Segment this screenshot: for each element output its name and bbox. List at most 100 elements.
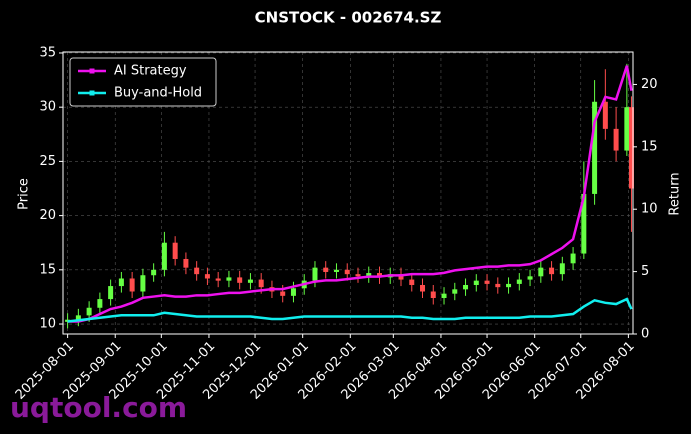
candle-body <box>441 293 447 299</box>
candle-body <box>226 277 232 281</box>
candle <box>151 263 157 282</box>
y-tick-label: 35 <box>39 45 56 60</box>
candle <box>549 261 555 281</box>
candle <box>194 261 200 281</box>
candle-body <box>237 277 243 283</box>
candle-body <box>344 269 350 275</box>
candle <box>140 268 146 299</box>
y2-tick-label: 10 <box>641 202 658 217</box>
legend-box <box>69 57 217 107</box>
candle <box>602 69 608 140</box>
candle-body <box>86 307 92 316</box>
y-tick-label: 20 <box>39 208 56 223</box>
candle <box>527 269 533 287</box>
candle <box>323 261 329 279</box>
candle <box>75 308 81 327</box>
plot-area <box>63 52 634 334</box>
candle-body <box>628 107 634 189</box>
candle <box>290 281 296 303</box>
series-line <box>67 65 633 323</box>
candle-body <box>151 269 157 276</box>
y2-tick-label: 15 <box>641 139 658 154</box>
candle <box>613 107 619 162</box>
candle <box>333 263 339 279</box>
candle <box>570 247 576 270</box>
candle <box>366 266 372 283</box>
candle-body <box>538 267 544 277</box>
candle <box>118 271 124 293</box>
candle-body <box>409 279 415 285</box>
candle <box>559 256 565 281</box>
candle-body <box>495 283 501 288</box>
candle <box>628 96 634 232</box>
y-tick-label: 15 <box>39 262 56 277</box>
series-line <box>67 297 633 323</box>
candle-body <box>624 107 630 151</box>
candle <box>398 267 404 287</box>
legend-label: AI Strategy <box>114 64 187 79</box>
candle-body <box>333 269 339 272</box>
candle-body <box>140 275 146 292</box>
candle-body <box>215 278 221 281</box>
candle <box>473 274 479 292</box>
candle-body <box>559 263 565 275</box>
y-tick-label: 30 <box>39 100 56 115</box>
candle <box>592 80 598 205</box>
candle <box>204 267 210 285</box>
candle-body <box>194 267 200 275</box>
candle <box>97 292 103 315</box>
candle <box>183 252 189 275</box>
y-tick-label: 25 <box>39 154 56 169</box>
legend-label: Buy-and-Hold <box>114 86 202 101</box>
y2-tick-label: 0 <box>641 327 649 342</box>
candle-body <box>484 280 490 284</box>
candle <box>172 236 178 266</box>
candle-body <box>75 315 81 320</box>
legend-marker <box>89 68 95 74</box>
candle <box>581 161 587 259</box>
candle-body <box>376 273 382 278</box>
candle <box>430 284 436 305</box>
candle-body <box>97 299 103 308</box>
candle <box>376 266 382 284</box>
candle <box>516 273 522 291</box>
plot-frame <box>62 51 634 335</box>
candle-body <box>172 242 178 259</box>
y2-tick-label: 5 <box>641 264 649 279</box>
candle <box>506 277 512 294</box>
candle-body <box>323 267 329 272</box>
candle-body <box>118 278 124 287</box>
candle <box>247 273 253 290</box>
candle <box>129 271 135 299</box>
candle <box>452 282 458 301</box>
candle <box>484 274 490 291</box>
candle-body <box>581 193 587 254</box>
y-tick-label: 10 <box>39 317 56 332</box>
candle-body <box>430 291 436 299</box>
candle <box>538 261 544 283</box>
candle-body <box>366 273 372 277</box>
candle <box>355 267 361 283</box>
y-axis-label: Price <box>17 178 32 210</box>
candle-body <box>290 288 296 296</box>
candle-body <box>108 286 114 300</box>
candle-body <box>516 279 522 284</box>
candle <box>161 231 167 277</box>
candle <box>226 270 232 288</box>
candle-body <box>280 291 286 296</box>
candle-body <box>312 267 318 281</box>
candle <box>108 279 114 306</box>
legend-marker <box>89 90 95 96</box>
y2-axis-label: Return <box>668 172 683 215</box>
candle <box>441 287 447 305</box>
chart-title: CNSTOCK - 002674.SZ <box>255 9 442 27</box>
candle-body <box>204 274 210 279</box>
watermark: uqtool.com <box>10 391 187 424</box>
candle <box>495 277 501 294</box>
legend: AI Strategy Buy-and-Hold <box>69 57 217 107</box>
candle-body <box>247 279 253 283</box>
candle-body <box>452 289 458 294</box>
y2-tick-label: 20 <box>641 77 658 92</box>
candle-body <box>398 274 404 280</box>
